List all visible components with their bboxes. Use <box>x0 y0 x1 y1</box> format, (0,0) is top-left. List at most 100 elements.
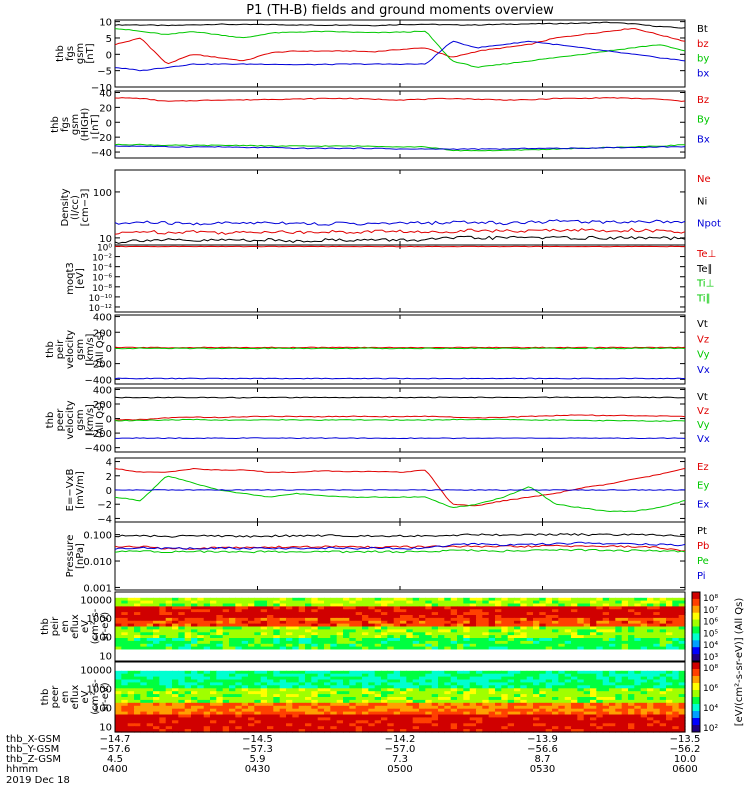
spectrogram-cell <box>317 655 325 659</box>
spectrogram-cell <box>115 638 122 642</box>
spectrogram-cell <box>558 708 566 713</box>
spectrogram-cell <box>317 720 325 724</box>
spectrogram-cell <box>482 638 490 642</box>
spectrogram-cell <box>197 629 205 633</box>
spectrogram-cell <box>640 711 648 716</box>
spectrogram-cell <box>203 626 211 630</box>
spectrogram-cell <box>678 729 686 733</box>
legend-4-1: Vz <box>697 334 709 345</box>
spectrogram-cell <box>463 592 471 596</box>
spectrogram-cell <box>571 720 578 724</box>
spectrogram-cell <box>324 643 331 648</box>
spectrogram-cell <box>343 667 350 672</box>
spectrogram-cell <box>438 711 445 716</box>
spectrogram-cell <box>596 606 604 610</box>
spectrogram-cell <box>374 673 382 678</box>
spectrogram-cell <box>349 635 357 639</box>
spectrogram-cell <box>216 708 224 713</box>
spectrogram-cell <box>324 632 331 636</box>
spectrogram-cell <box>457 685 464 689</box>
spectrogram-cell <box>609 705 616 710</box>
spectrogram-cell <box>419 649 426 653</box>
spectrogram-cell <box>545 667 553 672</box>
spectrogram-cell <box>488 640 496 645</box>
spectrogram-cell <box>140 664 148 669</box>
spectrogram-cell <box>374 629 382 633</box>
spectrogram-cell <box>222 609 230 613</box>
spectrogram-cell <box>298 679 306 683</box>
spectrogram-cell <box>273 726 281 730</box>
spectrogram-cell <box>203 638 211 642</box>
spectrogram-cell <box>336 649 344 653</box>
spectrogram-cell <box>273 664 281 669</box>
spectrogram-cell <box>634 711 642 716</box>
legend-4-2: Vy <box>697 350 710 361</box>
spectrogram-cell <box>514 643 521 648</box>
spectrogram-cell <box>678 670 686 675</box>
spectrogram-cell <box>514 609 521 613</box>
spectrogram-cell <box>191 638 198 642</box>
spectrogram-cell <box>621 705 629 710</box>
spectrogram-cell <box>647 597 654 602</box>
spectrogram-cell <box>317 620 325 625</box>
spectrogram-cell <box>438 609 445 613</box>
spectrogram-cell <box>552 597 559 602</box>
spectrogram-cell <box>526 646 534 651</box>
spectrogram-cell <box>558 685 566 689</box>
spectrogram-cell <box>286 702 293 707</box>
spectrogram-cell <box>267 643 274 648</box>
spectrogram-cell <box>203 592 211 596</box>
spectrogram-cell <box>609 685 616 689</box>
spectrogram-cell <box>647 685 654 689</box>
spectrogram-cell <box>229 646 236 651</box>
spectrogram-cell <box>159 720 167 724</box>
spectrogram-cell <box>127 592 135 596</box>
spectrogram-cell <box>545 676 553 681</box>
spectrogram-cell <box>488 697 496 701</box>
spectrogram-cell <box>647 708 654 713</box>
spectrogram-cell <box>596 702 604 707</box>
panel-frame-7 <box>114 521 686 591</box>
spectrogram-cell <box>210 649 217 653</box>
spectrogram-cell <box>615 652 623 656</box>
spectrogram-cell <box>419 638 426 642</box>
spectrogram-cell <box>602 638 610 642</box>
spectrogram-cell <box>267 592 274 596</box>
spectrogram-cell <box>241 676 249 681</box>
spectrogram-cell <box>184 679 192 683</box>
spectrogram-cell <box>286 606 293 610</box>
spectrogram-cell <box>343 673 350 678</box>
spectrogram-cell <box>286 697 293 701</box>
spectrogram-cell <box>343 694 350 698</box>
spectrogram-cell <box>235 617 243 622</box>
spectrogram-cell <box>526 612 534 616</box>
spectrogram-cell <box>444 702 452 707</box>
spectrogram-cell <box>577 720 585 724</box>
spectrogram-cell <box>222 623 230 628</box>
spectrogram-cell <box>628 594 635 599</box>
spectrogram-cell <box>476 673 483 678</box>
spectrogram-cell <box>400 638 407 642</box>
spectrogram-cell <box>387 612 395 616</box>
spectrogram-cell <box>476 620 483 625</box>
spectrogram-cell <box>564 711 572 716</box>
spectrogram-cell <box>571 640 578 645</box>
spectrogram-cell <box>305 626 312 630</box>
spectrogram-cell <box>127 620 135 625</box>
spectrogram-cell <box>533 720 540 724</box>
spectrogram-cell <box>203 643 211 648</box>
spectrogram-cell <box>628 667 635 672</box>
spectrogram-cell <box>368 638 376 642</box>
colorbar-tick-8-3: 10⁵ <box>703 629 718 639</box>
spectrogram-cell <box>400 626 407 630</box>
spectrogram-cell <box>406 711 414 716</box>
spectrogram-cell <box>552 691 559 695</box>
spectrogram-cell <box>279 615 287 619</box>
spectrogram-cell <box>298 694 306 698</box>
spectrogram-cell <box>146 691 154 695</box>
spectrogram-cell <box>324 729 331 733</box>
spectrogram-cell <box>197 632 205 636</box>
spectrogram-cell <box>279 609 287 613</box>
spectrogram-cell <box>267 640 274 645</box>
spectrogram-cell <box>596 664 604 669</box>
